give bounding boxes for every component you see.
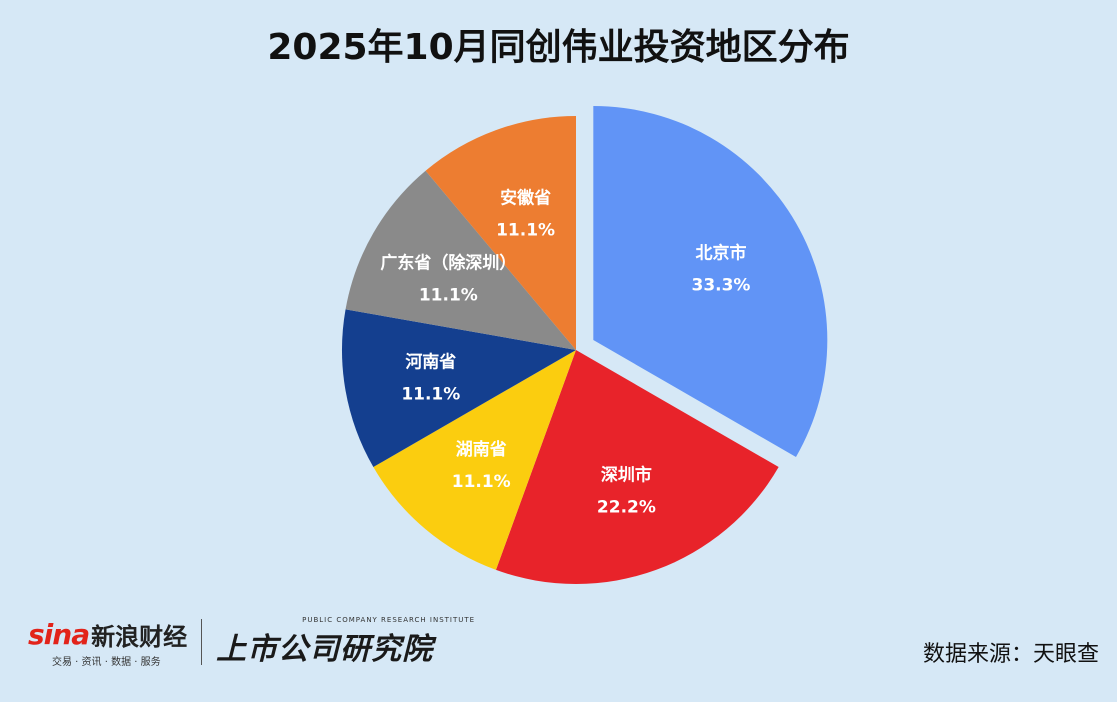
slice-label-4: 广东省（除深圳） bbox=[380, 252, 516, 273]
pie-slice-2 bbox=[373, 350, 576, 570]
pie-slices bbox=[342, 106, 828, 584]
pie-slice-1 bbox=[495, 350, 779, 584]
slice-value-1: 22.2% bbox=[597, 498, 656, 518]
research-institute-logo: PUBLIC COMPANY RESEARCH INSTITUTE 上市公司研究… bbox=[216, 616, 475, 668]
slice-label-0: 北京市 bbox=[695, 242, 746, 263]
slice-value-5: 11.1% bbox=[496, 220, 555, 240]
pie-slice-3 bbox=[342, 309, 576, 467]
sina-finance-name: 新浪财经 bbox=[91, 622, 188, 651]
sina-tagline: 交易 · 资讯 · 数据 · 服务 bbox=[52, 656, 161, 668]
research-institute-cn: 上市公司研究院 bbox=[216, 632, 434, 667]
slice-value-2: 11.1% bbox=[452, 472, 511, 492]
sina-finance-logo: sina 新浪财经 交易 · 资讯 · 数据 · 服务 bbox=[28, 617, 187, 668]
sina-logo-icon: sina bbox=[28, 617, 90, 651]
chart-title: 2025年10月同创伟业投资地区分布 bbox=[267, 27, 850, 68]
footer-logos: sina 新浪财经 交易 · 资讯 · 数据 · 服务 PUBLIC COMPA… bbox=[28, 616, 475, 668]
slice-label-3: 河南省 bbox=[405, 352, 456, 373]
research-institute-en: PUBLIC COMPANY RESEARCH INSTITUTE bbox=[302, 616, 476, 624]
logo-divider bbox=[201, 619, 203, 665]
slice-value-4: 11.1% bbox=[419, 285, 478, 305]
slice-value-3: 11.1% bbox=[401, 385, 460, 405]
pie-slice-4 bbox=[345, 170, 576, 350]
slice-label-2: 湖南省 bbox=[456, 439, 507, 460]
slice-label-1: 深圳市 bbox=[601, 465, 652, 486]
data-source: 数据来源：天眼查 bbox=[922, 642, 1099, 667]
pie-labels: 北京市 33.3% 深圳市 22.2% 湖南省 11.1% 河南省 11.1% 广东省（除深圳）… bbox=[380, 187, 750, 517]
slice-value-0: 33.3% bbox=[691, 275, 750, 295]
slice-label-5: 安徽省 bbox=[500, 187, 551, 208]
pie-slice-5 bbox=[425, 116, 576, 350]
pie-slice-0 bbox=[593, 106, 828, 457]
